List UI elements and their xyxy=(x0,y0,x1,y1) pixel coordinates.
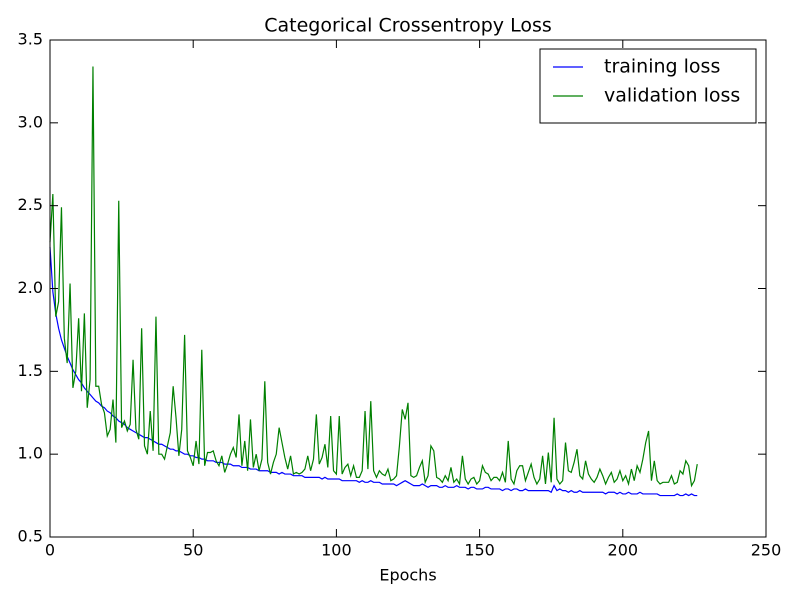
legend-box xyxy=(539,48,757,124)
x-tick-label: 200 xyxy=(608,541,639,560)
x-tick-label: 100 xyxy=(321,541,352,560)
legend-label: training loss xyxy=(604,56,720,78)
y-tick-label: 3.0 xyxy=(18,112,43,131)
x-tick-label: 250 xyxy=(751,541,782,560)
y-tick-label: 0.5 xyxy=(18,527,43,546)
line-series xyxy=(49,247,698,497)
y-tick-label: 1.0 xyxy=(18,444,43,463)
x-axis-label: Epochs xyxy=(379,566,436,585)
x-tick-label: 0 xyxy=(45,541,55,560)
y-tick-label: 3.5 xyxy=(18,30,43,49)
x-tick-label: 150 xyxy=(464,541,495,560)
x-tick-label: 50 xyxy=(183,541,203,560)
y-tick-label: 1.5 xyxy=(18,361,43,380)
y-tick-label: 2.0 xyxy=(18,278,43,297)
y-tick-label: 2.5 xyxy=(18,195,43,214)
legend-label: validation loss xyxy=(604,85,740,107)
line-series xyxy=(49,66,698,488)
chart-title: Categorical Crossentropy Loss xyxy=(264,15,552,37)
